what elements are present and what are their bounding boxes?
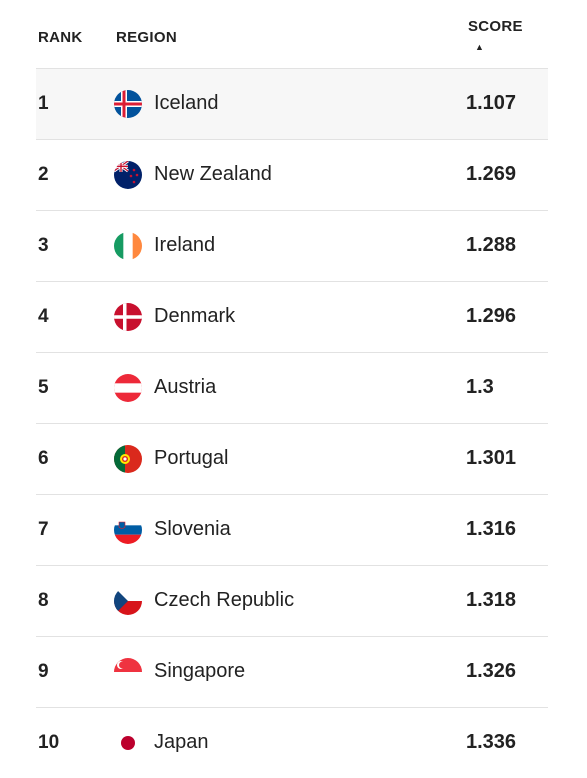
flag-new-zealand-icon [114,161,142,189]
flag-ireland-icon [114,232,142,260]
score-column-header[interactable]: SCORE [468,18,523,35]
flag-portugal-icon [114,445,142,473]
score-value: 1.326 [466,660,517,682]
country-name: Czech Republic [154,589,295,611]
score-value: 1.316 [466,518,517,540]
region-column-header[interactable]: REGION [116,29,177,46]
score-value: 1.336 [466,731,517,753]
flag-slovenia-icon [114,516,142,544]
table-row[interactable]: 9 Singapore 1.326 [36,637,548,708]
flag-denmark-icon [114,303,142,331]
country-name: Singapore [154,660,246,682]
flag-japan-icon [114,729,142,757]
rank-value: 1 [38,93,49,114]
score-value: 1.296 [466,305,517,327]
rank-value: 5 [38,377,49,398]
flag-singapore-icon [114,658,142,686]
table-row[interactable]: 5 Austria 1.3 [36,353,548,424]
ranking-table: RANK REGION SCORE ▲ 1 Iceland 1.107 2 Ne… [36,0,548,778]
rank-value: 9 [38,661,49,682]
country-name: Portugal [154,447,229,469]
country-name: Austria [154,376,217,398]
score-value: 1.318 [466,589,517,611]
rank-value: 10 [38,732,60,753]
country-name: Ireland [154,234,216,256]
table-row[interactable]: 10 Japan 1.336 [36,708,548,778]
country-name: Iceland [154,92,219,114]
country-name: Slovenia [154,518,231,540]
country-name: Denmark [154,305,236,327]
rank-value: 6 [38,448,49,469]
country-name: Japan [154,731,209,753]
rank-value: 2 [38,164,49,185]
flag-czech-republic-icon [114,587,142,615]
score-value: 1.3 [466,376,494,398]
table-row[interactable]: 2 New Zealand 1.269 [36,140,548,211]
rank-value: 8 [38,590,49,611]
table-header: RANK REGION SCORE ▲ [36,0,548,69]
table-row[interactable]: 1 Iceland 1.107 [36,69,548,140]
flag-iceland-icon [114,90,142,118]
score-value: 1.288 [466,234,517,256]
rank-value: 3 [38,235,49,256]
table-row[interactable]: 7 Slovenia 1.316 [36,495,548,566]
rank-column-header[interactable]: RANK [38,29,83,46]
table-row[interactable]: 4 Denmark 1.296 [36,282,548,353]
score-value: 1.269 [466,163,517,185]
score-value: 1.107 [466,92,517,114]
table-row[interactable]: 3 Ireland 1.288 [36,211,548,282]
table-row[interactable]: 8 Czech Republic 1.318 [36,566,548,637]
rank-value: 4 [38,306,49,327]
flag-austria-icon [114,374,142,402]
sort-ascending-icon[interactable]: ▲ [475,42,484,52]
score-value: 1.301 [466,447,517,469]
rank-value: 7 [38,519,49,540]
country-name: New Zealand [154,163,272,185]
table-row[interactable]: 6 Portugal 1.301 [36,424,548,495]
